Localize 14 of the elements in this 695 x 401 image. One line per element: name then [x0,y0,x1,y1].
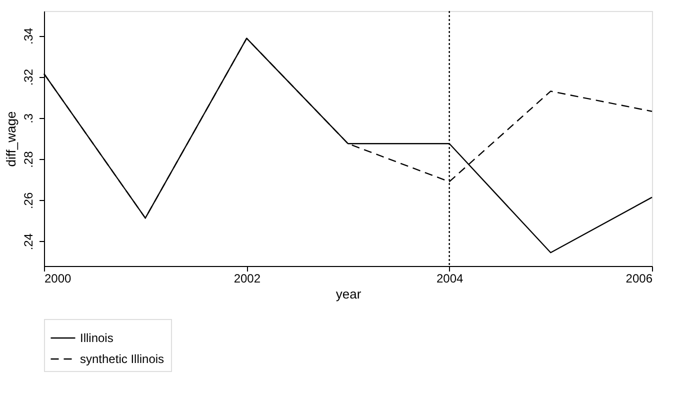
y-axis-title: diff_wage [4,111,18,167]
x-tick-label: 2006 [626,272,653,286]
y-tick-label: .32 [22,68,36,86]
x-tick-label: 2000 [44,272,72,286]
x-axis-title: year [336,286,362,302]
y-tick-label: .34 [22,28,36,45]
legend-label: synthetic Illinois [80,352,164,366]
legend-label: Illinois [80,331,114,345]
x-tick-label: 2004 [436,272,464,286]
y-tick-label: .28 [22,150,36,168]
y-tick-label: .3 [22,113,36,124]
x-tick-label: 2002 [234,272,261,286]
y-tick-label: .26 [22,192,36,210]
y-tick-label: .24 [22,233,36,250]
